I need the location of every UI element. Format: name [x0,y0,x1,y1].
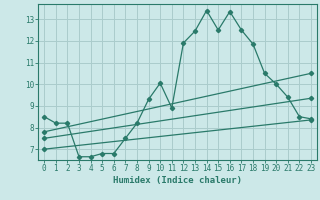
X-axis label: Humidex (Indice chaleur): Humidex (Indice chaleur) [113,176,242,185]
